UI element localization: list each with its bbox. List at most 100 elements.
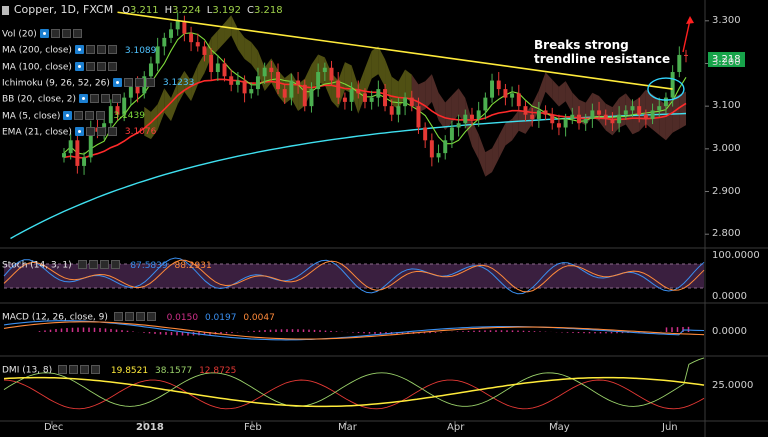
eye-icon[interactable] bbox=[74, 45, 84, 55]
eye-icon[interactable] bbox=[63, 110, 73, 120]
ichimoku-cloud-segment bbox=[211, 30, 218, 58]
candle-body bbox=[289, 80, 294, 98]
candle-body bbox=[536, 110, 541, 119]
candle-body bbox=[423, 127, 428, 141]
indicator-row: MA (5, close) 3.1439 bbox=[2, 110, 145, 121]
settings-icon[interactable] bbox=[58, 365, 68, 374]
candle-body bbox=[235, 80, 240, 85]
candle-body bbox=[169, 29, 173, 38]
add-icon[interactable] bbox=[99, 260, 109, 269]
settings-icon[interactable] bbox=[123, 77, 133, 87]
candle-body bbox=[630, 106, 635, 111]
more-icon[interactable] bbox=[145, 77, 155, 87]
close-icon[interactable] bbox=[134, 77, 144, 87]
dmi-tick-label: 25.0000 bbox=[712, 380, 754, 391]
candle-body bbox=[416, 106, 421, 128]
indicator-value: 3.1089 bbox=[124, 45, 157, 56]
close-icon[interactable] bbox=[96, 61, 106, 71]
dmi-adx-value: 19.8521 bbox=[110, 365, 149, 376]
ichimoku-cloud-segment bbox=[558, 81, 566, 107]
x-axis-label: Dec bbox=[44, 422, 64, 433]
candle-body bbox=[369, 97, 374, 102]
ichimoku-cloud-segment bbox=[217, 22, 225, 50]
trendline bbox=[117, 11, 673, 90]
indicator-value: 3.1439 bbox=[113, 111, 145, 121]
settings-icon[interactable] bbox=[113, 312, 123, 321]
y-tick-label: 3.200 bbox=[712, 57, 741, 69]
more-icon[interactable] bbox=[91, 365, 101, 374]
settings-icon[interactable] bbox=[50, 29, 60, 38]
indicator-value: 3.1233 bbox=[162, 78, 195, 89]
dmi-label: DMI (13, 8) bbox=[2, 365, 53, 376]
close-icon[interactable] bbox=[85, 110, 95, 120]
candle-body bbox=[476, 110, 481, 119]
more-icon[interactable] bbox=[107, 45, 117, 55]
close-icon[interactable] bbox=[124, 312, 134, 321]
indicator-controls bbox=[74, 45, 119, 55]
candle-body bbox=[483, 97, 488, 111]
candle-body bbox=[436, 153, 441, 158]
more-icon[interactable] bbox=[112, 94, 122, 104]
more-icon[interactable] bbox=[146, 312, 156, 321]
eye-icon[interactable] bbox=[79, 94, 89, 104]
add-icon[interactable] bbox=[135, 312, 145, 321]
ohlc-value: 3.192 bbox=[212, 5, 242, 16]
close-icon[interactable] bbox=[101, 94, 111, 104]
x-axis-label: Feb bbox=[244, 422, 262, 433]
more-icon[interactable] bbox=[107, 126, 117, 136]
ichimoku-cloud-segment bbox=[645, 89, 653, 130]
ma5-line bbox=[63, 32, 687, 155]
macd-signal-value: 0.0047 bbox=[243, 312, 275, 323]
close-icon[interactable] bbox=[96, 45, 106, 55]
more-icon[interactable] bbox=[72, 29, 82, 38]
ichimoku-cloud-segment bbox=[391, 76, 399, 110]
candle-body bbox=[115, 106, 120, 115]
candle-body bbox=[657, 106, 662, 111]
ohlc-value: 3.211 bbox=[129, 5, 159, 16]
ichimoku-cloud-segment bbox=[498, 123, 506, 159]
candle-body bbox=[296, 80, 301, 85]
indicator-row: MA (200, close) 3.1089 bbox=[2, 45, 156, 56]
close-icon[interactable] bbox=[96, 126, 106, 136]
close-icon[interactable] bbox=[88, 260, 98, 269]
settings-icon[interactable] bbox=[90, 94, 100, 104]
settings-icon[interactable] bbox=[85, 126, 95, 136]
eye-icon[interactable] bbox=[74, 61, 84, 71]
dmi-legend: DMI (13, 8) 19.8521 38.1577 12.8725 bbox=[2, 365, 236, 376]
stoch-k-value: 87.5839 bbox=[130, 260, 168, 271]
stoch-k-line bbox=[3, 257, 705, 295]
settings-icon[interactable] bbox=[77, 260, 87, 269]
candle-body bbox=[577, 114, 581, 124]
eye-icon[interactable] bbox=[112, 77, 122, 87]
close-icon[interactable] bbox=[69, 365, 79, 374]
close-icon[interactable] bbox=[61, 29, 71, 38]
dmi-plus-value: 38.1577 bbox=[154, 365, 193, 376]
candle-body bbox=[510, 93, 515, 98]
candle-body bbox=[62, 153, 66, 158]
candle-body bbox=[603, 114, 608, 119]
indicator-label: Vol (20) bbox=[2, 29, 37, 40]
candle-body bbox=[356, 89, 361, 94]
more-icon[interactable] bbox=[96, 110, 106, 120]
ohlc-key: C bbox=[247, 5, 254, 16]
more-icon[interactable] bbox=[110, 260, 120, 269]
settings-icon[interactable] bbox=[85, 45, 95, 55]
candle-body bbox=[162, 37, 167, 47]
add-icon[interactable] bbox=[80, 365, 90, 374]
candle-body bbox=[623, 110, 628, 115]
eye-icon[interactable] bbox=[74, 126, 84, 136]
dmi-adx-line bbox=[3, 376, 705, 408]
candle-body bbox=[282, 89, 287, 98]
eye-icon[interactable] bbox=[39, 29, 49, 38]
ichimoku-cloud-segment bbox=[264, 58, 272, 91]
ichimoku-cloud-segment bbox=[378, 46, 386, 88]
stoch-label: Stoch (14, 3, 1) bbox=[2, 260, 72, 271]
more-icon[interactable] bbox=[107, 61, 117, 71]
candle-body bbox=[108, 106, 113, 124]
settings-icon[interactable] bbox=[85, 61, 95, 71]
candle-body bbox=[349, 89, 354, 102]
settings-icon[interactable] bbox=[74, 110, 84, 120]
candle-body bbox=[249, 89, 254, 94]
ichimoku-cloud-segment bbox=[237, 28, 245, 60]
